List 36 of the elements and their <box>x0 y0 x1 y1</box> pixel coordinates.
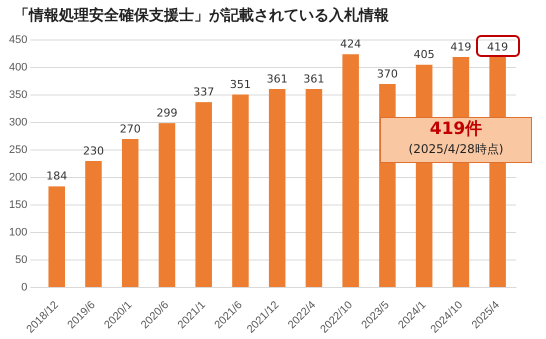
bar <box>85 161 102 288</box>
chart-title: 「情報処理安全確保支援士」が記載されている入札情報 <box>14 6 389 25</box>
bar <box>195 102 212 288</box>
bar <box>232 94 249 288</box>
bar <box>122 139 138 288</box>
y-tick-label: 300 <box>8 116 28 129</box>
data-label: 370 <box>376 67 398 80</box>
data-label: 419 <box>450 40 472 54</box>
y-tick-label: 250 <box>8 144 28 156</box>
data-label: 361 <box>303 72 324 86</box>
data-label: 230 <box>82 144 104 158</box>
bar <box>306 88 322 288</box>
data-label: 299 <box>156 106 178 120</box>
y-tick-label: 450 <box>8 34 28 46</box>
data-label: 361 <box>266 72 288 86</box>
bar <box>342 54 359 288</box>
bar <box>48 186 65 288</box>
y-tick-label: 350 <box>8 89 28 102</box>
data-label: 424 <box>340 38 362 51</box>
annotation: (2025/4/28時点) <box>408 141 504 158</box>
y-tick-label: 150 <box>8 199 28 212</box>
bar <box>158 123 176 288</box>
data-label: 405 <box>414 48 435 62</box>
y-tick-label: 50 <box>15 254 28 266</box>
y-tick-label: 400 <box>8 62 28 74</box>
bar <box>268 88 286 288</box>
data-label: 184 <box>46 170 68 183</box>
data-label: 419 <box>487 40 508 54</box>
data-label: 337 <box>193 86 214 99</box>
y-tick-label: 200 <box>8 172 28 184</box>
y-tick-label: 100 <box>8 226 28 239</box>
callout-box: 419件 (2025/4/28時点) <box>380 117 532 163</box>
annotation: 419件 <box>428 118 484 140</box>
y-tick-label: 0 <box>21 282 28 294</box>
data-label: 351 <box>230 78 251 91</box>
data-label: 270 <box>120 122 141 136</box>
